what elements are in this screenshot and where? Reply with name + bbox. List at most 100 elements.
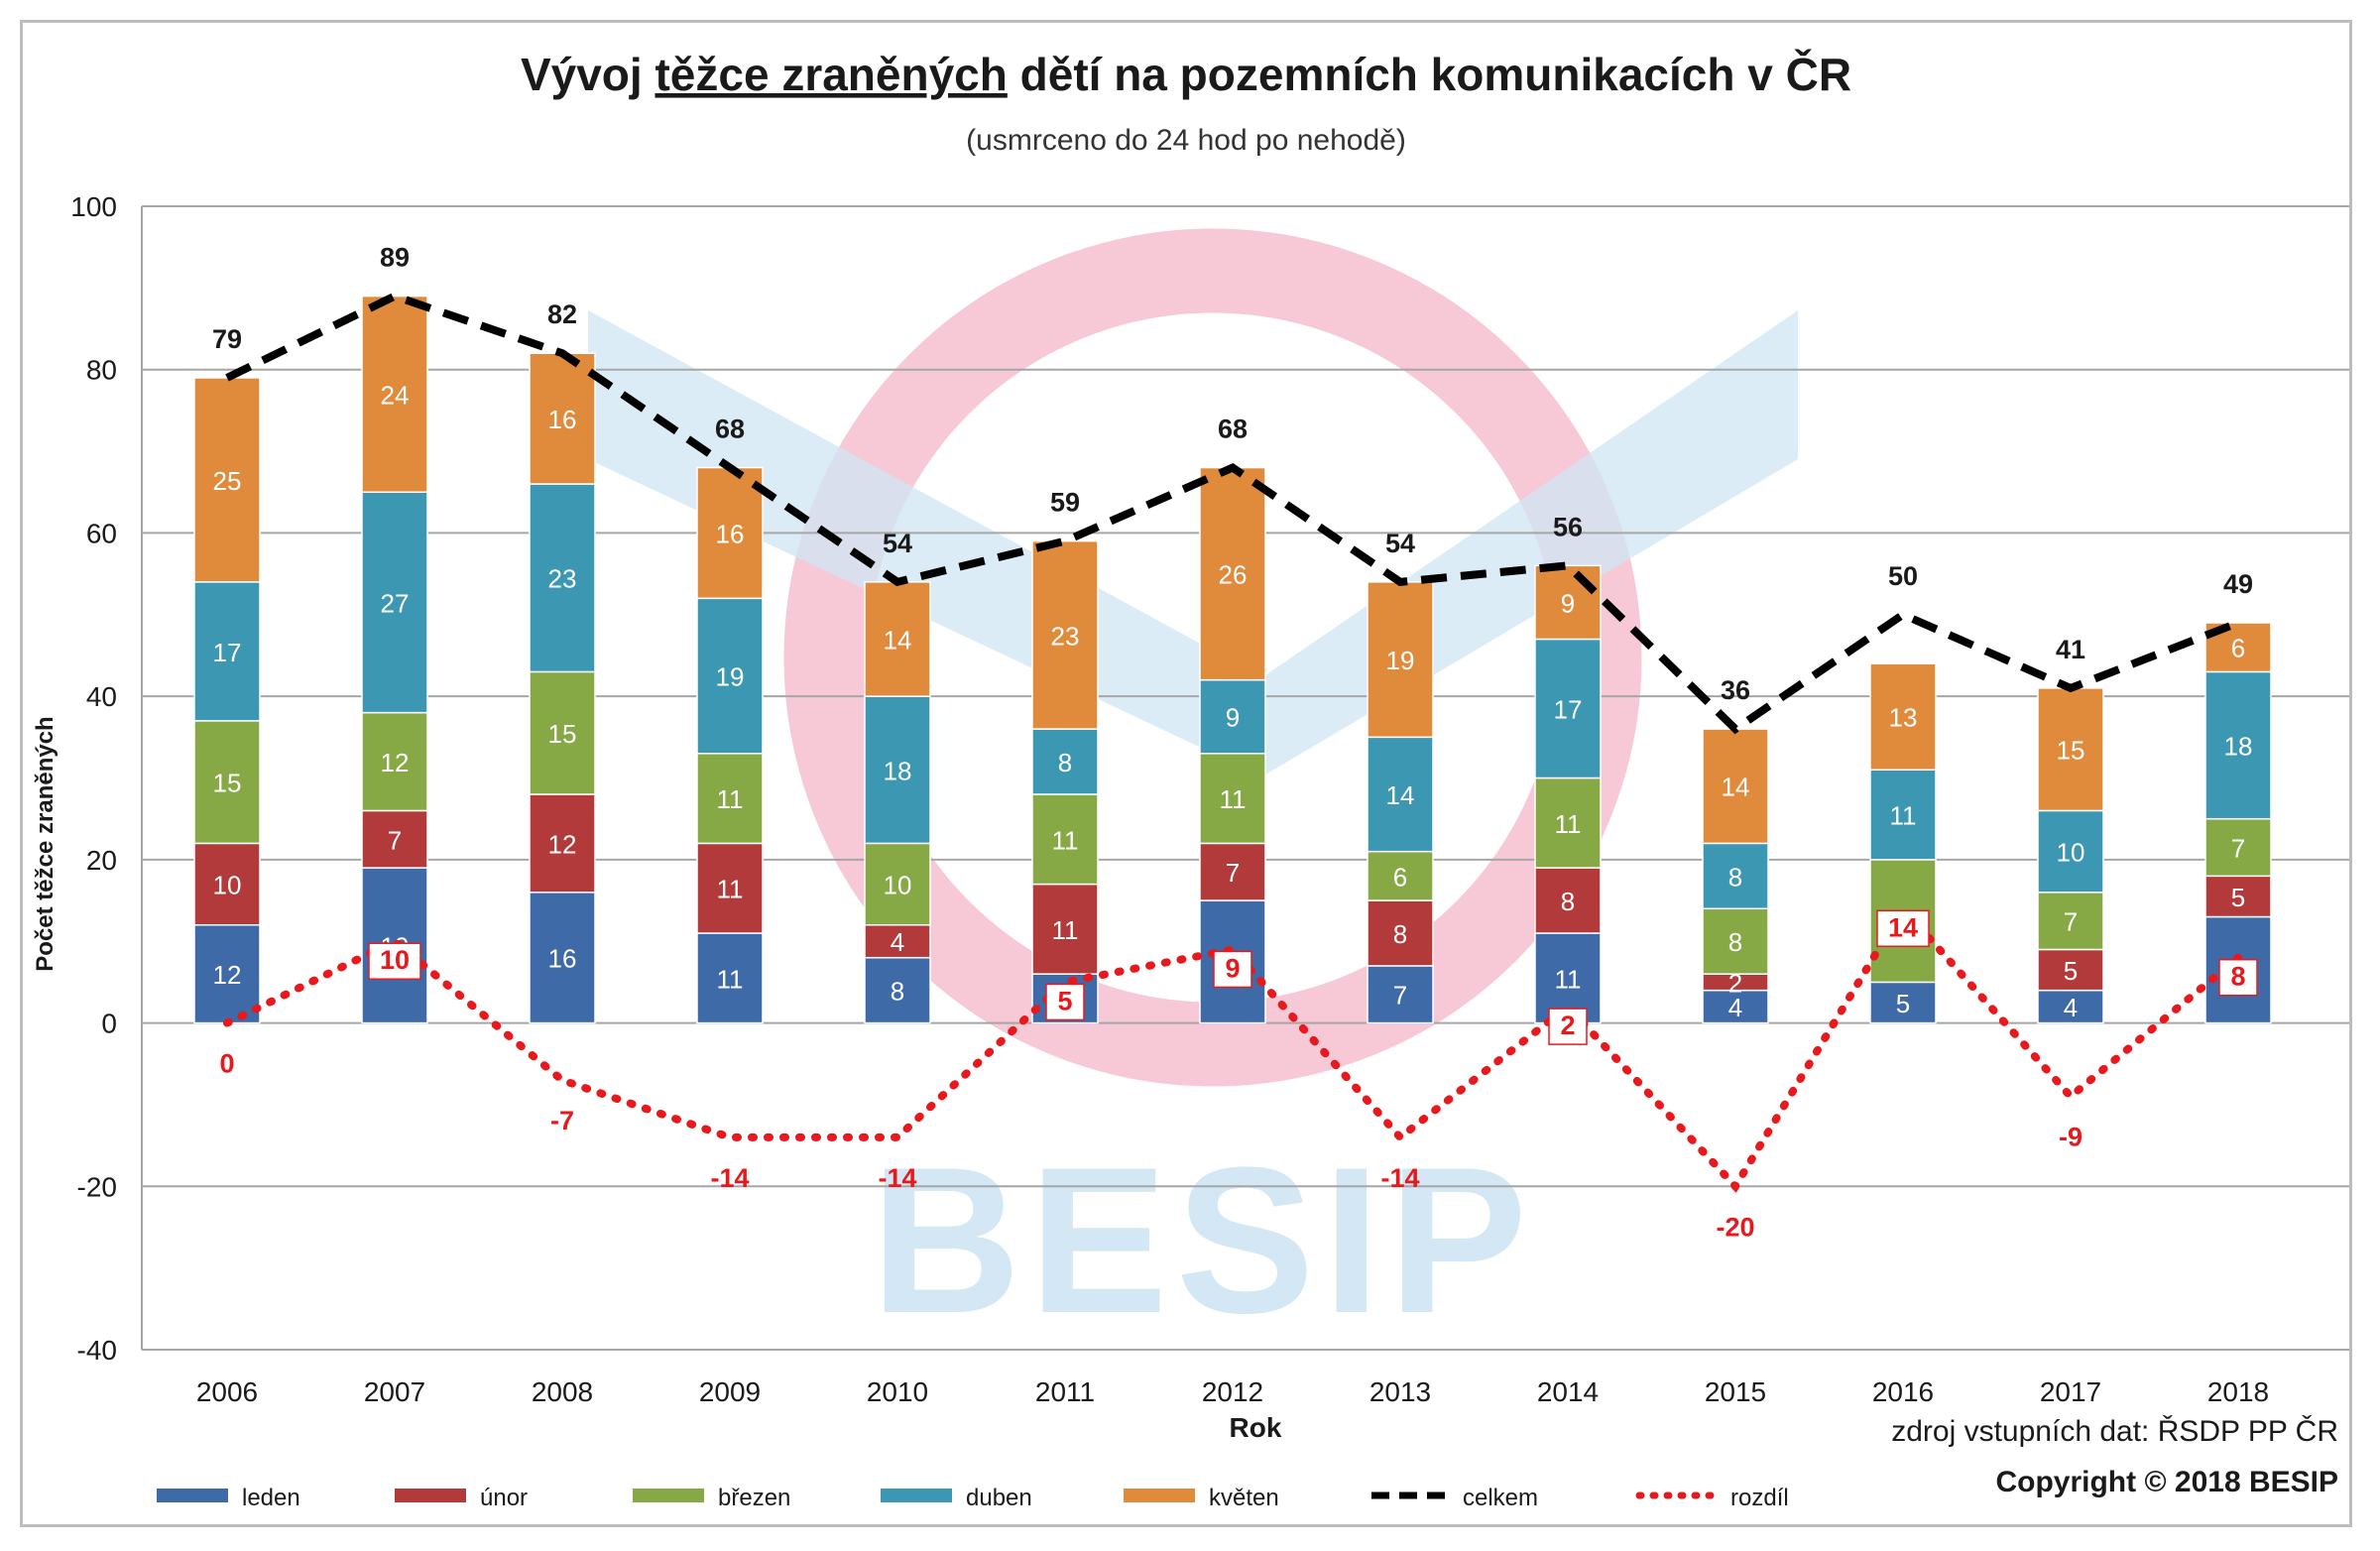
- legend: leden únor březen duben květen celkem rozdíl: [157, 1485, 1789, 1511]
- difference-label-box: [1876, 909, 1930, 948]
- bars: 1210151725197122724161215231611111119168…: [193, 295, 2272, 1024]
- difference-label-box: [2218, 958, 2258, 997]
- bar-value-label: 7: [2064, 907, 2078, 937]
- x-tick-label: 2009: [699, 1376, 761, 1407]
- bar-segment-leden: [696, 932, 764, 1024]
- bar-segment-březen: [193, 720, 261, 845]
- bar-value-label: 11: [1220, 784, 1247, 814]
- total-label: 68: [715, 415, 745, 444]
- bar-stack-2008: 16 12 15 23 16: [529, 352, 596, 1024]
- bar-value-label: 18: [2224, 732, 2253, 762]
- bar-value-label: 10: [2057, 838, 2085, 868]
- y-tick-label: 80: [86, 355, 117, 386]
- bar-value-label: 9: [1561, 588, 1575, 618]
- legend-item-březen: březen: [633, 1485, 790, 1511]
- y-tick-label: 40: [86, 681, 117, 712]
- chart-subtitle: (usmrceno do 24 hod po nehodě): [966, 124, 1406, 157]
- legend-item-rozdíl: rozdíl: [1635, 1485, 1789, 1511]
- bar-value-label: 7: [2231, 834, 2245, 864]
- difference-label: -14: [878, 1163, 916, 1193]
- total-label: 54: [883, 529, 912, 558]
- bar-value-label: 6: [2231, 634, 2245, 663]
- bar-segment-duben: [1031, 728, 1099, 795]
- bar-value-label: 11: [717, 964, 744, 994]
- y-axis: -40 -20 0 20 40 60 80 100: [70, 191, 117, 1366]
- bar-stack-2009: 11 11 11 19 16: [696, 466, 764, 1024]
- bar-value-label: 10: [213, 871, 242, 900]
- bar-value-label: 5: [1896, 989, 1910, 1018]
- bar-segment-květen: [1702, 728, 1769, 845]
- total-label: 50: [1888, 561, 1918, 591]
- bar-value-label: 8: [1728, 862, 1742, 892]
- total-label: 41: [2056, 635, 2085, 664]
- title-part-2: dětí na pozemních komunikacích v ČR: [1008, 49, 1851, 100]
- bar-value-label: 17: [1554, 694, 1583, 724]
- total-label: 68: [1218, 415, 1248, 444]
- x-tick-label: 2006: [196, 1376, 258, 1407]
- total-label: 56: [1553, 512, 1583, 541]
- bar-segment-únor: [529, 793, 596, 894]
- difference-label-text: -7: [550, 1106, 574, 1135]
- x-tick-label: 2015: [1705, 1376, 1766, 1407]
- difference-label-text: 14: [1888, 912, 1918, 942]
- besip-watermark: BESIP: [588, 228, 1798, 1357]
- difference-label-text: 0: [219, 1049, 234, 1079]
- x-axis: 2006 2007 2008 2009 2010 2011 2012 2013 2014 2015…: [196, 1376, 2269, 1407]
- legend-item-celkem: celkem: [1371, 1485, 1538, 1511]
- difference-label: 8: [2218, 958, 2258, 997]
- bar-value-label: 4: [891, 927, 904, 957]
- series-line-celkem: [225, 292, 2240, 735]
- bar-value-label: 8: [1058, 748, 1072, 777]
- bar-value-label: 11: [1052, 915, 1079, 945]
- bar-value-label: 18: [884, 756, 912, 785]
- title-part-1: těžce zraněných: [654, 49, 1007, 100]
- bar-segment-leden: [1869, 981, 1937, 1024]
- legend-swatch: [157, 1489, 228, 1502]
- x-tick-label: 2013: [1369, 1376, 1431, 1407]
- legend-item-duben: duben: [881, 1485, 1032, 1511]
- bar-segment-březen: [1534, 776, 1602, 869]
- bar-value-label: 11: [717, 875, 744, 904]
- x-axis-label: Rok: [1230, 1412, 1282, 1443]
- bar-value-label: 8: [1561, 887, 1575, 916]
- bar-stack-2014: 11 8 11 17 9: [1534, 564, 1602, 1024]
- total-label: 82: [547, 299, 577, 329]
- bar-value-label: 19: [716, 662, 745, 692]
- difference-label-box: [368, 942, 421, 980]
- bar-segment-březen: [2204, 817, 2272, 878]
- difference-label: -7: [550, 1106, 574, 1135]
- difference-label-text: -20: [1716, 1212, 1754, 1242]
- bar-value-label: 9: [1226, 703, 1240, 733]
- bar-segment-únor: [1367, 899, 1434, 967]
- bar-stack-2017: 4 5 7 10 15: [2037, 687, 2104, 1024]
- bar-value-label: 19: [1386, 646, 1415, 675]
- total-label: 79: [212, 324, 242, 354]
- difference-label: -14: [710, 1163, 749, 1193]
- legend-swatch: [395, 1489, 466, 1502]
- x-tick-label: 2010: [867, 1376, 928, 1407]
- x-tick-label: 2014: [1537, 1376, 1599, 1407]
- bar-value-label: 11: [1052, 825, 1079, 855]
- difference-label-text: -14: [1380, 1163, 1419, 1193]
- difference-label-text: 8: [2230, 962, 2245, 992]
- y-tick-label: 0: [101, 1009, 117, 1039]
- difference-label: -9: [2059, 1123, 2082, 1152]
- bar-segment-duben: [193, 581, 261, 722]
- bar-value-label: 16: [716, 519, 745, 548]
- bar-value-label: 4: [1728, 993, 1742, 1022]
- bar-value-label: 7: [388, 825, 402, 855]
- bar-stack-2012: 15711926: [1199, 466, 1266, 1024]
- x-tick-label: 2017: [2040, 1376, 2101, 1407]
- bar-value-label: 8: [891, 977, 904, 1007]
- bar-segment-duben: [361, 491, 428, 714]
- bar-value-label: 17: [213, 638, 242, 667]
- bar-segment-únor: [1199, 842, 1266, 901]
- legend-label: březen: [718, 1485, 790, 1511]
- title-part-0: Vývoj: [521, 49, 655, 100]
- y-tick-label: 60: [86, 518, 117, 548]
- difference-label-text: -9: [2059, 1123, 2082, 1152]
- difference-label: 5: [1045, 983, 1085, 1021]
- total-label: 89: [380, 243, 410, 273]
- bar-value-label: 12: [548, 829, 577, 859]
- bar-value-label: 14: [884, 625, 912, 655]
